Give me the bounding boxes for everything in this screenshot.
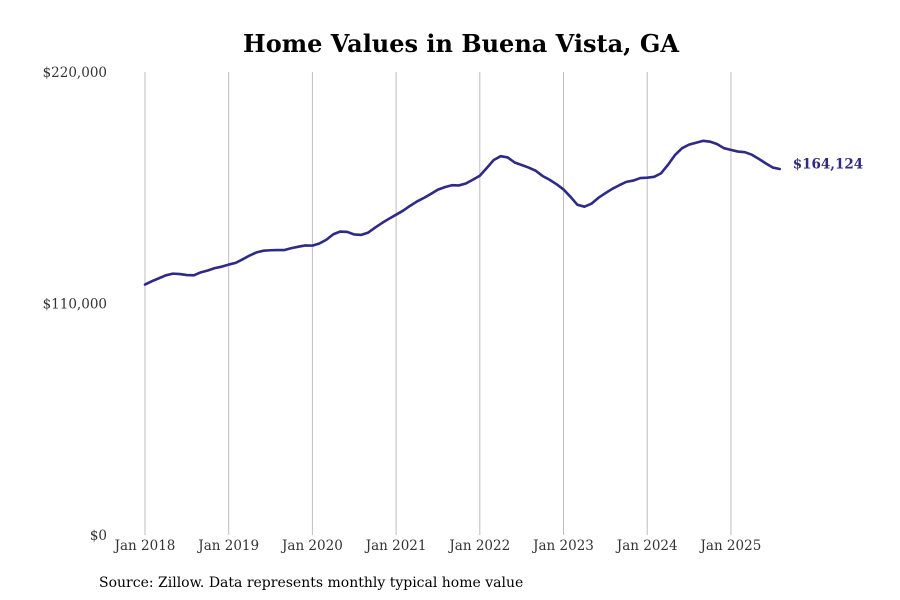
x-tick-label: Jan 2024 — [615, 538, 678, 554]
gridlines — [144, 72, 732, 535]
x-axis-ticks: Jan 2018 Jan 2019 Jan 2020 Jan 2021 Jan 2022… — [113, 538, 762, 554]
x-tick-label: Jan 2025 — [698, 538, 761, 554]
x-tick-label: Jan 2022 — [447, 538, 510, 554]
last-value-label: $164,124 — [793, 157, 863, 173]
chart-title: Home Values in Buena Vista, GA — [243, 29, 679, 58]
x-tick-label: Jan 2018 — [113, 538, 176, 554]
y-axis-ticks: $220,000 $110,000 $0 — [43, 65, 107, 544]
y-tick-label: $220,000 — [43, 65, 107, 81]
x-tick-label: Jan 2019 — [196, 538, 259, 554]
y-tick-label: $0 — [90, 528, 107, 544]
x-tick-label: Jan 2020 — [280, 538, 343, 554]
source-note: Source: Zillow. Data represents monthly … — [99, 575, 523, 591]
series-line-home-value — [143, 139, 782, 286]
x-tick-label: Jan 2023 — [531, 538, 594, 554]
x-tick-label: Jan 2021 — [364, 538, 427, 554]
y-tick-label: $110,000 — [43, 297, 107, 313]
